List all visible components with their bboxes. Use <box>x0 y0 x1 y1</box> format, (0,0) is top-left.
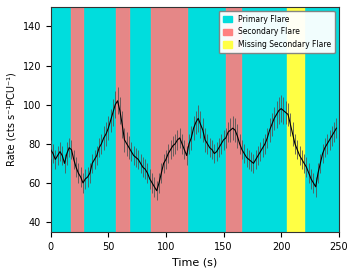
X-axis label: Time (s): Time (s) <box>172 257 217 267</box>
Legend: Primary Flare, Secondary Flare, Missing Secondary Flare: Primary Flare, Secondary Flare, Missing … <box>219 11 335 53</box>
Bar <box>71 7 83 232</box>
Bar <box>304 7 339 232</box>
Bar <box>226 7 241 232</box>
Bar <box>116 7 129 232</box>
Y-axis label: Rate (cts s⁻¹PCU⁻¹): Rate (cts s⁻¹PCU⁻¹) <box>7 73 17 166</box>
Bar <box>241 7 287 232</box>
Bar <box>287 7 304 232</box>
Bar <box>83 7 116 232</box>
Bar <box>151 7 187 232</box>
Bar <box>51 7 71 232</box>
Bar <box>129 7 151 232</box>
Bar <box>187 7 226 232</box>
